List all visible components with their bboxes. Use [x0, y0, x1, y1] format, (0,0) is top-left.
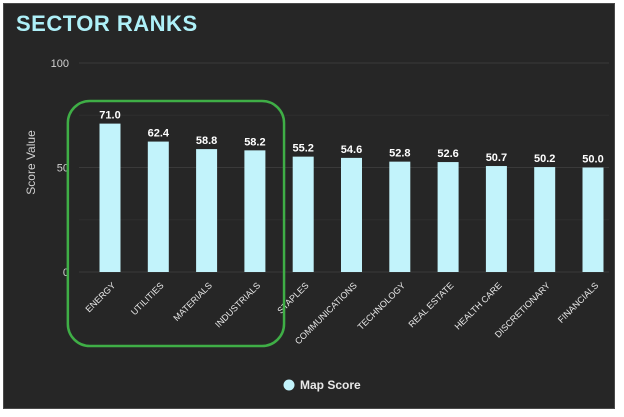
bar — [485, 166, 507, 272]
bar — [437, 162, 459, 272]
x-tick-label: REAL ESTATE — [406, 280, 455, 329]
data-label: 52.8 — [389, 148, 410, 160]
bar — [582, 167, 604, 272]
bar — [99, 123, 121, 272]
bar — [341, 157, 362, 272]
y-tick-label: 50 — [57, 163, 69, 175]
bar — [244, 150, 266, 272]
bar — [534, 167, 556, 272]
y-axis-label: Score Value — [24, 130, 38, 195]
data-label: 55.2 — [292, 143, 313, 155]
data-label: 54.6 — [341, 144, 362, 156]
data-label: 58.8 — [196, 135, 217, 147]
data-label: 71.0 — [99, 110, 120, 122]
data-label: 62.4 — [148, 128, 170, 140]
bar — [196, 149, 218, 272]
x-tick-label: HEALTH CARE — [453, 280, 504, 331]
legend-marker — [283, 379, 295, 391]
data-label: 50.7 — [486, 152, 507, 164]
y-tick-label: 100 — [51, 58, 69, 70]
y-tick-label: 0 — [63, 267, 69, 279]
data-label: 50.0 — [582, 154, 603, 166]
x-tick-label: INDUSTRIALS — [213, 280, 262, 329]
data-label: 52.6 — [437, 148, 458, 160]
x-tick-label: FINANCIALS — [556, 280, 601, 325]
x-tick-label: UTILITIES — [129, 280, 166, 317]
data-label: 50.2 — [534, 153, 555, 165]
x-tick-label: MATERIALS — [171, 280, 214, 323]
data-label: 58.2 — [244, 136, 265, 148]
bar-chart: 0 50 100 Score Value 71.0 ENERGY 62.4 UTILITIES… — [24, 58, 609, 392]
x-tick-label: TECHNOLOGY — [356, 280, 408, 332]
legend-label: Map Score — [300, 378, 361, 392]
bar — [292, 156, 314, 272]
x-tick-label: STAPLES — [275, 280, 310, 315]
bar — [147, 141, 169, 272]
chart-panel: SECTOR RANKS 0 50 100 Score Value 71.0 ENERGY… — [3, 3, 615, 409]
highlight-box — [66, 99, 286, 348]
bar — [389, 161, 411, 272]
x-tick-label: ENERGY — [83, 280, 117, 314]
chart-title: SECTOR RANKS — [16, 11, 198, 36]
